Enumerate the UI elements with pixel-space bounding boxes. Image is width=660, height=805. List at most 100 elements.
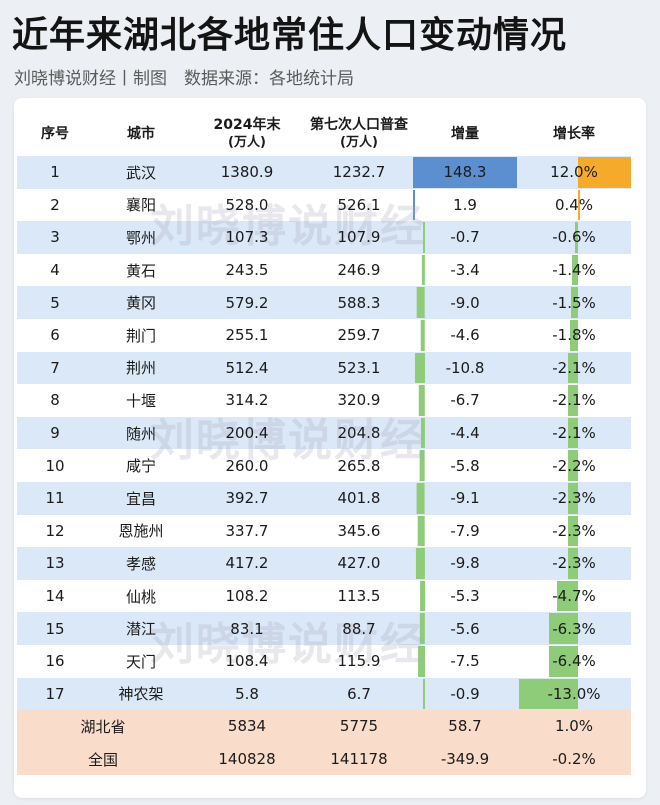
- cell-idx-value: 1: [50, 163, 60, 182]
- cell-increase-value: 1.9: [453, 195, 477, 214]
- cell-city-value: 仙桃: [125, 587, 156, 606]
- cell-rate-value: -2.3%: [552, 521, 596, 540]
- cell-census-value: 204.8: [337, 424, 381, 443]
- table-row: 11 宜昌 392.7 401.8 -9.1 -2.3%: [17, 482, 631, 515]
- header-census-unit: (万人): [340, 135, 378, 150]
- cell-city-value: 恩施州: [118, 522, 164, 541]
- cell-increase: -3.4: [413, 254, 517, 287]
- summary-pop2024: 5834: [227, 717, 267, 736]
- cell-increase-value: -7.9: [450, 521, 480, 540]
- rate-bar: [567, 483, 578, 514]
- summary-increase: 58.7: [448, 717, 482, 736]
- cell-city-value: 武汉: [125, 163, 156, 182]
- cell-increase-value: -5.3: [450, 587, 480, 606]
- cell-city: 黄冈: [93, 286, 189, 319]
- cell-rate-value: -6.3%: [552, 619, 596, 638]
- table-row: 3 鄂州 107.3 107.9 -0.7 -0.6%: [17, 221, 631, 254]
- cell-city-value: 黄冈: [125, 294, 156, 313]
- cell-city: 鄂州: [93, 221, 189, 254]
- cell-census: 259.7: [305, 319, 413, 352]
- cell-idx: 7: [17, 352, 93, 385]
- cell-increase: -5.3: [413, 580, 517, 613]
- table-row: 1 武汉 1380.9 1232.7 148.3 12.0%: [17, 156, 631, 189]
- cell-idx-value: 8: [50, 391, 60, 410]
- cell-pop2024: 1380.9: [189, 156, 305, 189]
- cell-rate-value: -1.5%: [552, 293, 596, 312]
- cell-census: 88.7: [305, 612, 413, 645]
- cell-census-value: 526.1: [337, 195, 381, 214]
- cell-city-value: 天门: [125, 652, 156, 671]
- cell-pop2024: 579.2: [189, 286, 305, 319]
- cell-idx: 16: [17, 645, 93, 678]
- cell-city: 神农架: [93, 678, 189, 711]
- cell-census: 588.3: [305, 286, 413, 319]
- cell-city: 武汉: [93, 156, 189, 189]
- cell-city: 宜昌: [93, 482, 189, 515]
- rate-bar: [549, 613, 578, 644]
- table-row: 4 黄石 243.5 246.9 -3.4 -1.4%: [17, 254, 631, 287]
- increase-bar: [423, 222, 425, 253]
- cell-census: 265.8: [305, 449, 413, 482]
- cell-pop2024-value: 392.7: [225, 489, 269, 508]
- cell-increase-value: -0.9: [450, 684, 480, 703]
- cell-city-value: 荆门: [125, 326, 156, 345]
- cell-census-value: 88.7: [342, 619, 376, 638]
- page-title: 近年来湖北各地常住人口变动情况: [12, 14, 568, 56]
- header-pop2024-unit: (万人): [228, 135, 266, 150]
- cell-city: 黄石: [93, 254, 189, 287]
- rate-bar: [571, 287, 578, 318]
- cell-increase: -6.7: [413, 384, 517, 417]
- cell-census-value: 259.7: [337, 326, 381, 345]
- cell-pop2024-value: 200.4: [225, 424, 269, 443]
- cell-idx-value: 6: [50, 326, 60, 345]
- cell-rate-value: -1.8%: [552, 326, 596, 345]
- cell-census: 345.6: [305, 515, 413, 548]
- cell-city: 荆门: [93, 319, 189, 352]
- summary-row: 湖北省 5834 5775 58.7 1.0%: [17, 710, 631, 743]
- increase-bar: [417, 515, 425, 547]
- cell-idx-value: 11: [45, 489, 65, 508]
- cell-rate: -2.3%: [517, 515, 631, 548]
- cell-rate: -6.3%: [517, 612, 631, 645]
- cell-idx-value: 16: [45, 652, 65, 671]
- cell-idx-value: 12: [45, 521, 65, 540]
- table-row: 5 黄冈 579.2 588.3 -9.0 -1.5%: [17, 286, 631, 319]
- cell-idx: 6: [17, 319, 93, 352]
- cell-pop2024: 108.2: [189, 580, 305, 613]
- cell-census-value: 115.9: [337, 652, 381, 671]
- cell-city-value: 宜昌: [125, 489, 156, 508]
- cell-increase-value: 148.3: [443, 163, 487, 182]
- cell-idx-value: 14: [45, 587, 65, 606]
- rate-bar: [519, 678, 578, 710]
- cell-city: 孝感: [93, 547, 189, 580]
- table-row: 13 孝感 417.2 427.0 -9.8 -2.3%: [17, 547, 631, 580]
- cell-pop2024: 243.5: [189, 254, 305, 287]
- table-row: 9 随州 200.4 204.8 -4.4 -2.1%: [17, 416, 631, 450]
- cell-rate: -2.3%: [517, 482, 631, 515]
- cell-rate: -1.8%: [517, 319, 631, 352]
- cell-census: 526.1: [305, 189, 413, 222]
- cell-pop2024-value: 260.0: [225, 456, 269, 475]
- cell-pop2024: 83.1: [189, 612, 305, 645]
- cell-increase: -7.9: [413, 515, 517, 548]
- increase-bar: [416, 287, 425, 318]
- cell-rate-value: -0.6%: [552, 228, 596, 247]
- cell-idx-value: 13: [45, 554, 65, 573]
- increase-bar: [421, 254, 425, 286]
- header-rate: 增长率: [553, 126, 595, 142]
- cell-pop2024-value: 512.4: [225, 358, 269, 377]
- cell-rate: -2.1%: [517, 384, 631, 417]
- rate-bar: [567, 548, 578, 579]
- header-census-label: 第七次人口普查: [310, 117, 408, 133]
- cell-pop2024: 417.2: [189, 547, 305, 580]
- cell-increase-value: -0.7: [450, 228, 480, 247]
- table-row: 2 襄阳 528.0 526.1 1.9 0.4%: [17, 189, 631, 222]
- cell-census: 6.7: [305, 678, 413, 711]
- cell-idx-value: 15: [45, 619, 65, 638]
- cell-increase-value: -5.8: [450, 456, 480, 475]
- cell-census-value: 113.5: [337, 587, 381, 606]
- cell-rate-value: 12.0%: [550, 163, 598, 182]
- cell-rate: -2.1%: [517, 417, 631, 450]
- cell-city: 天门: [93, 645, 189, 678]
- cell-census: 107.9: [305, 221, 413, 254]
